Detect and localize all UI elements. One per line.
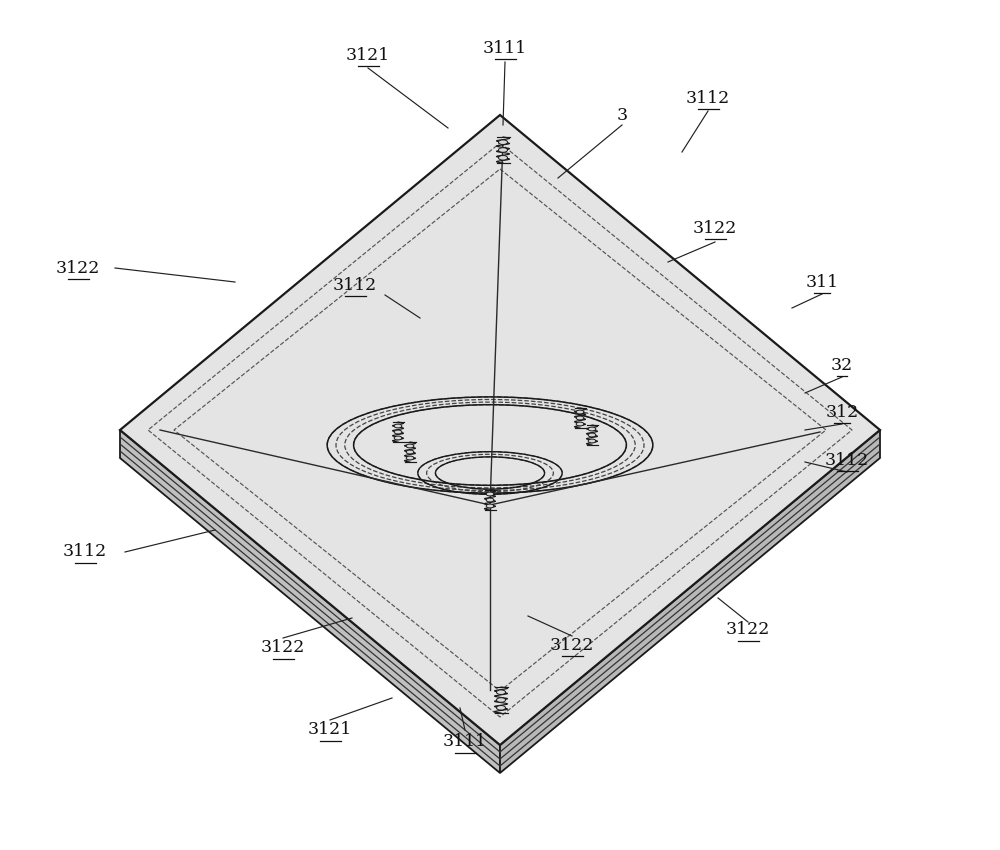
Ellipse shape [498, 156, 508, 160]
Ellipse shape [496, 698, 506, 702]
Ellipse shape [394, 430, 402, 434]
Ellipse shape [486, 498, 494, 502]
Text: 3121: 3121 [308, 722, 352, 739]
Text: 3122: 3122 [56, 259, 100, 276]
Ellipse shape [588, 434, 596, 437]
Text: 3111: 3111 [443, 734, 487, 751]
Ellipse shape [486, 492, 494, 496]
Text: 3112: 3112 [333, 276, 377, 293]
Polygon shape [120, 115, 880, 745]
Polygon shape [500, 430, 880, 773]
Text: 3112: 3112 [686, 89, 730, 106]
Text: 3112: 3112 [825, 451, 869, 468]
Text: 3121: 3121 [346, 47, 390, 64]
Text: 3: 3 [616, 106, 628, 123]
Ellipse shape [576, 422, 584, 426]
Text: 3111: 3111 [483, 39, 527, 56]
Text: 32: 32 [831, 356, 853, 373]
Ellipse shape [406, 456, 414, 460]
Text: 312: 312 [825, 404, 859, 421]
Ellipse shape [406, 444, 414, 448]
Ellipse shape [496, 690, 506, 694]
Ellipse shape [394, 424, 402, 428]
Text: 3122: 3122 [726, 621, 770, 638]
Ellipse shape [498, 140, 508, 144]
Ellipse shape [496, 706, 506, 710]
Ellipse shape [588, 427, 596, 431]
Ellipse shape [486, 504, 494, 508]
Ellipse shape [576, 410, 584, 414]
Text: 311: 311 [805, 274, 839, 291]
Text: 3122: 3122 [693, 219, 737, 236]
Ellipse shape [588, 439, 596, 443]
Ellipse shape [576, 416, 584, 420]
Text: 3122: 3122 [261, 639, 305, 656]
Text: 3122: 3122 [550, 637, 594, 654]
Text: 3112: 3112 [63, 543, 107, 560]
Ellipse shape [498, 148, 508, 152]
Ellipse shape [406, 450, 414, 454]
Polygon shape [120, 430, 500, 773]
Ellipse shape [394, 436, 402, 440]
